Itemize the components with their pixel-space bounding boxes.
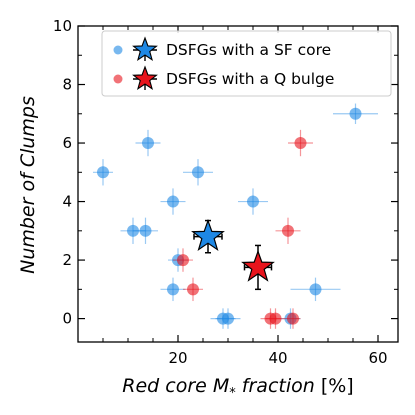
data-point — [167, 195, 179, 208]
y-tick-label: 4 — [62, 193, 72, 211]
legend-entry-sf-core — [113, 36, 158, 61]
data-point — [349, 107, 362, 120]
data-point — [309, 283, 322, 296]
legend-label-q-bulge: DSFGs with a Q bulge — [166, 70, 334, 88]
data-point — [97, 166, 109, 179]
x-axis-label-subscript: * — [229, 386, 236, 401]
data-point — [269, 312, 282, 325]
data-point — [247, 195, 259, 208]
y-tick-label: 0 — [62, 310, 72, 328]
data-point — [294, 137, 307, 150]
data-point — [282, 224, 294, 237]
y-axis-label: Number of Clumps — [17, 96, 39, 274]
x-tick-label: 60 — [368, 349, 387, 367]
x-axis-label-suffix: fraction — [236, 375, 315, 397]
data-point — [142, 137, 154, 150]
data-point — [177, 254, 189, 267]
y-tick-label: 2 — [62, 251, 72, 269]
x-axis-label: Red core M* fraction [%] — [122, 375, 353, 401]
x-tick-label: 20 — [168, 349, 187, 367]
data-point — [139, 224, 152, 237]
legend-label-sf-core: DSFGs with a SF core — [166, 41, 331, 59]
data-point — [192, 166, 204, 179]
axis-ticks-layer: 20 40 60 0 2 4 6 8 10 — [53, 17, 398, 367]
legend-box — [101, 30, 392, 97]
data-points-layer — [93, 103, 378, 329]
y-tick-label: 8 — [62, 76, 72, 94]
summary-markers-layer — [191, 218, 275, 291]
legend-point-marker — [113, 74, 123, 84]
legend-entry-q-bulge — [113, 65, 158, 90]
data-point — [167, 283, 179, 296]
data-point — [287, 312, 299, 325]
data-point — [127, 224, 139, 237]
legend-star-marker — [132, 36, 158, 61]
x-tick-label: 40 — [268, 349, 287, 367]
x-axis-label-main: Red core M — [122, 375, 229, 397]
summary-star-marker — [191, 218, 225, 252]
legend-star-marker — [132, 65, 158, 90]
data-point — [222, 312, 234, 325]
legend-point-marker — [113, 45, 123, 55]
data-point — [187, 283, 199, 296]
y-tick-label: 10 — [53, 17, 72, 35]
legend: DSFGs with a SF core DSFGs with a Q bulg… — [101, 30, 392, 97]
plot-frame — [77, 25, 399, 343]
x-axis-label-unit: [%] — [315, 375, 354, 397]
y-tick-label: 6 — [62, 134, 72, 152]
summary-star-marker — [241, 249, 275, 282]
